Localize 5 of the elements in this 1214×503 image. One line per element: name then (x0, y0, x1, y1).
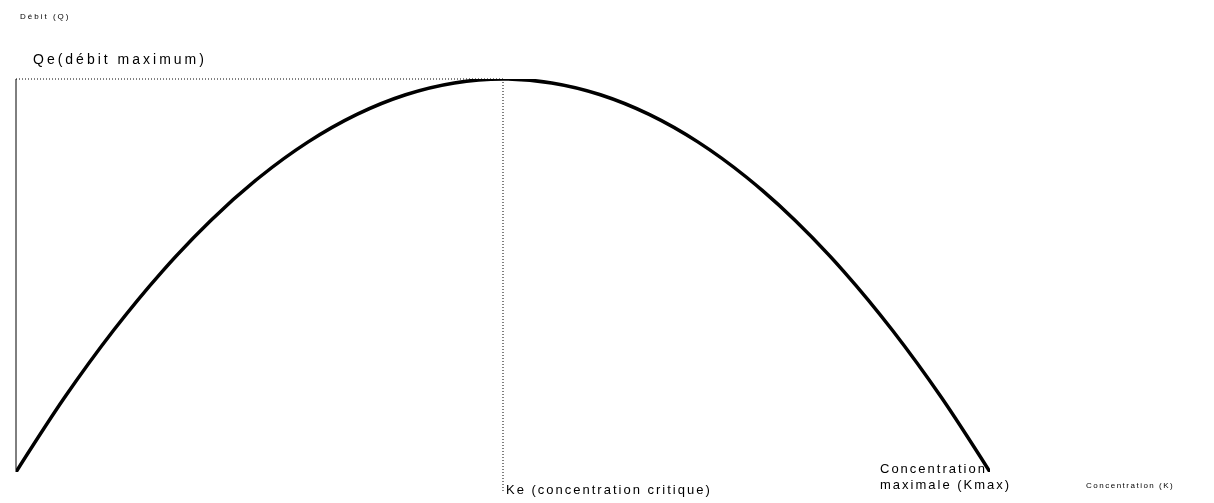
annotation: Concentration maximale (Kmax) (880, 461, 1013, 493)
text: Débit (Q) (20, 12, 71, 21)
text: Concentration (K) (1086, 481, 1175, 490)
ref-line-label: Qe(débit maximum) (33, 50, 207, 67)
text: Ke (concentration critique) (506, 482, 712, 497)
